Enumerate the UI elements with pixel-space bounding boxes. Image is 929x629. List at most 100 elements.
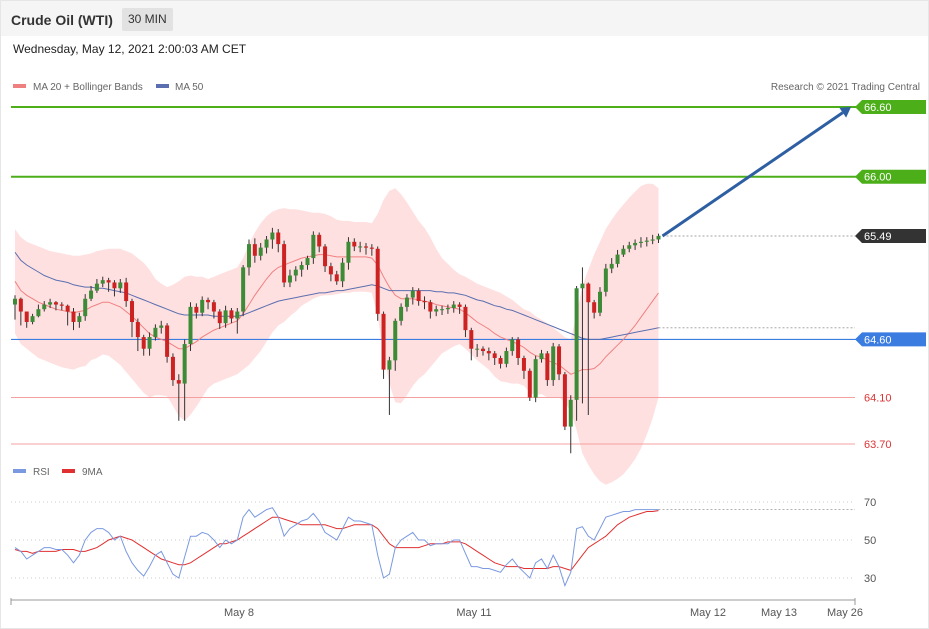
candle-body (644, 240, 649, 242)
candle (521, 355, 526, 379)
candle-body (340, 262, 345, 282)
support-label: 64.10 (864, 393, 892, 405)
candle-body (206, 299, 211, 303)
rsi-line (14, 507, 659, 588)
last price-price-tag (855, 228, 926, 243)
candle-body (135, 321, 140, 338)
candle-body (147, 337, 152, 349)
candle (124, 277, 129, 307)
candle-body (422, 301, 427, 303)
candle-body (48, 302, 53, 305)
candle (527, 368, 532, 402)
candle-body (364, 246, 368, 248)
candle-body (118, 282, 123, 289)
candle (71, 308, 76, 331)
candle (83, 294, 88, 321)
candle-body (305, 258, 310, 266)
time-axis-label: May 26 (827, 607, 863, 619)
candle-body (13, 298, 17, 305)
candle-body (352, 241, 357, 247)
bollinger-band-area (15, 183, 659, 485)
candle-body (170, 356, 175, 381)
ma50-line (14, 252, 659, 340)
ma20-legend-label: MA 20 + Bollinger Bands (33, 82, 143, 93)
candle (609, 258, 614, 274)
candle (568, 395, 573, 454)
candle (375, 246, 380, 321)
candle-body (457, 304, 462, 307)
candle-body (311, 234, 316, 259)
candle-body (328, 266, 333, 275)
candle (364, 242, 368, 255)
candle-body (521, 358, 526, 371)
candle (627, 241, 632, 253)
candle (633, 239, 638, 250)
candle-body (469, 330, 474, 349)
candle-body (574, 288, 579, 400)
candle-body (211, 302, 216, 312)
candle (287, 269, 292, 288)
candle (153, 324, 158, 341)
time-axis: May 8 May 11 May 12 May 13 May 26 (10, 598, 863, 619)
candle (147, 332, 152, 356)
candle (369, 244, 374, 256)
candle-body (416, 290, 421, 302)
candle-body (492, 353, 497, 359)
rsi-grid: 70 50 30 (11, 497, 876, 585)
candle-body (358, 246, 363, 248)
candle (241, 265, 246, 317)
candle (621, 245, 626, 257)
rsi-legend-label: RSI (33, 467, 50, 478)
candle-body (112, 282, 117, 289)
candle (200, 296, 205, 317)
candle-body (627, 245, 632, 249)
research-credit: Research © 2021 Trading Central (771, 82, 920, 93)
candle (504, 347, 509, 368)
candle (211, 299, 216, 319)
candle-body (141, 337, 146, 349)
candle-body (188, 306, 193, 345)
candle-body (100, 280, 105, 284)
candle-body (53, 302, 58, 305)
candle (492, 351, 497, 365)
candle (574, 285, 579, 421)
candle-body (598, 291, 602, 313)
candle-body (30, 316, 35, 322)
candle-body (258, 247, 263, 256)
ma20-legend-swatch (13, 84, 26, 88)
candle (217, 309, 222, 329)
projection-arrow-head (839, 107, 851, 118)
candle-body (106, 280, 111, 283)
candle (358, 241, 363, 253)
candle-body (428, 302, 433, 312)
candle-body (545, 353, 550, 381)
candle-body (176, 380, 181, 384)
candle-body (656, 235, 661, 240)
candle (656, 233, 661, 243)
candle (30, 313, 35, 325)
candle-body (603, 268, 608, 292)
candle-body (498, 358, 503, 364)
candle (516, 337, 521, 365)
interval-badge[interactable]: 30 MIN (122, 8, 173, 31)
candle-body (375, 248, 380, 314)
candle-body (77, 316, 82, 322)
rsi-tick-label: 50 (864, 535, 876, 547)
candle-body (317, 234, 322, 247)
candle (457, 302, 462, 314)
resistance-label: 66.60 (864, 102, 892, 114)
main-legend: MA 20 + Bollinger Bands MA 50 Research ©… (13, 82, 920, 93)
bollinger-bands (15, 183, 659, 485)
candle (463, 304, 468, 338)
candle-body (580, 283, 585, 289)
rsi-ma-line (14, 510, 659, 571)
rsi-lines (14, 507, 855, 588)
candle-body (65, 305, 70, 312)
candle-body (89, 290, 94, 299)
candle (188, 302, 193, 352)
candle (404, 294, 409, 312)
candle-body (42, 304, 47, 310)
candle (194, 303, 199, 319)
candle-body (124, 282, 129, 302)
